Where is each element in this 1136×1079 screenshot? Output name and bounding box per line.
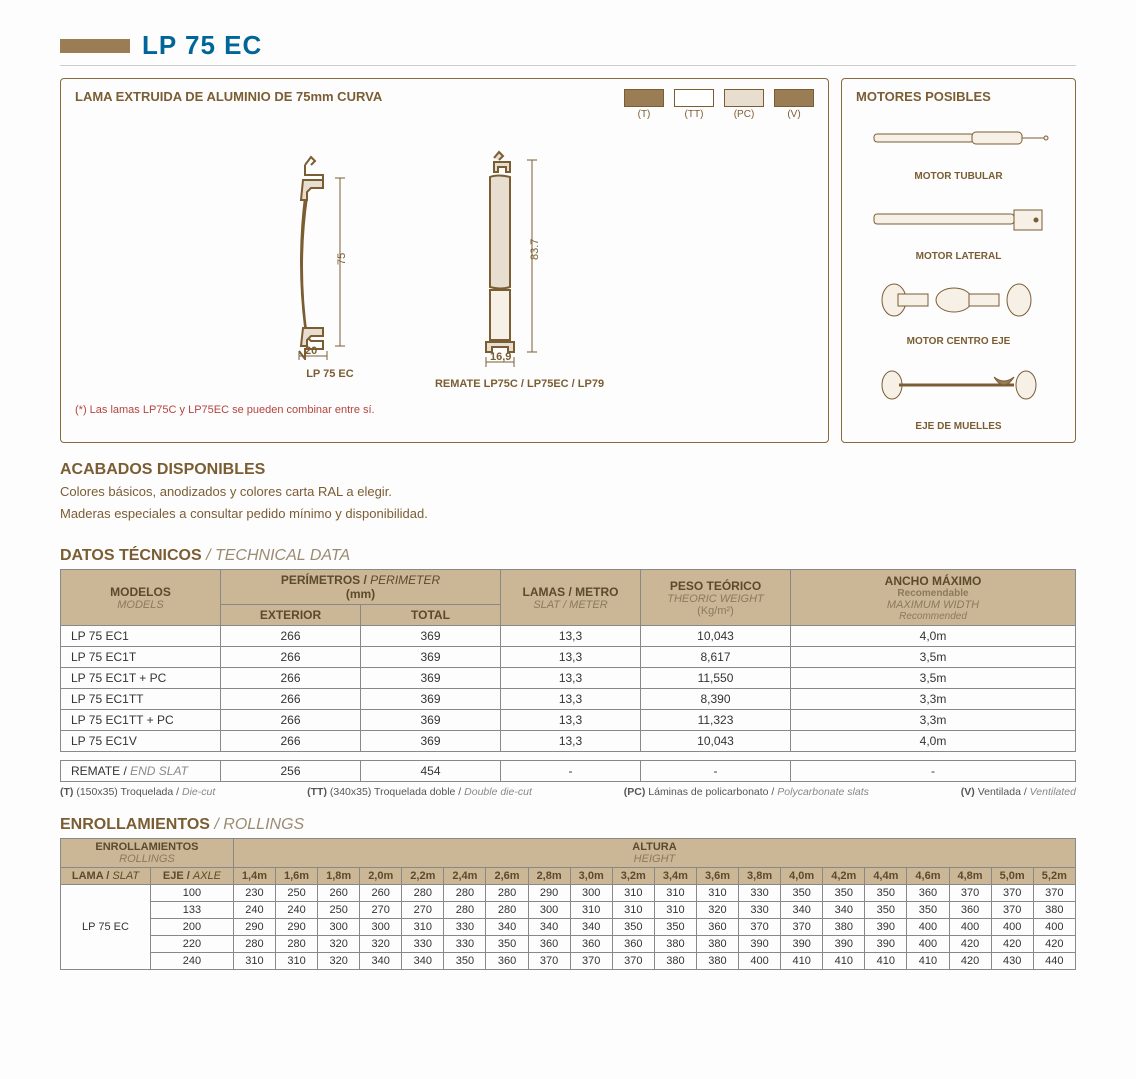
th-height: 2,6m [486,868,528,885]
table-row: LP 75 EC126636913,310,0434,0m [61,626,1076,647]
roll-lama-cell: LP 75 EC [61,885,151,970]
acabados-heading: ACABADOS DISPONIBLES [60,461,1076,479]
th-height: 4,6m [907,868,949,885]
th-height: 1,4m [233,868,275,885]
th-height: 4,8m [949,868,991,885]
legend-item: (TT) (340x35) Troquelada doble / Double … [307,786,532,798]
motor-lateral: MOTOR LATERAL [856,192,1061,262]
drawing-remate: 83.7 16,9 REMATE LP75C / LP75EC / LP79 [435,150,604,390]
lama-panel: LAMA EXTRUIDA DE ALUMINIO DE 75mm CURVA … [60,78,829,443]
table-row: LP 75 EC1V26636913,310,0434,0m [61,731,1076,752]
drawing-lp75ec: 75 20 LP 75 EC [285,150,375,390]
table-row: 1332402402502702702802803003103103103203… [61,902,1076,919]
th-height: 2,8m [528,868,570,885]
header-accent-bar [60,39,130,53]
datos-heading: DATOS TÉCNICOS / TECHNICAL DATA [60,547,1076,565]
th-height: 3,8m [739,868,781,885]
rollings-table: ENROLLAMIENTOSROLLINGS ALTURAHEIGHT LAMA… [60,838,1076,970]
drawing2-label: REMATE LP75C / LP75EC / LP79 [435,378,604,390]
swatch-legend: (T) (TT) (PC) (V) [624,89,814,120]
th-height: 1,6m [276,868,318,885]
table-row: LP 75 EC1TT26636913,38,3903,3m [61,689,1076,710]
th-height: 3,0m [570,868,612,885]
th-height: 4,2m [823,868,865,885]
page-title: LP 75 EC [142,30,262,61]
th-height: 3,4m [654,868,696,885]
motor-list: MOTOR TUBULAR MOTOR LATERAL MOTOR CENTRO… [856,112,1061,432]
th-ancho: ANCHO MÁXIMORecomendableMAXIMUM WIDTHRec… [791,570,1076,626]
th-enroll: ENROLLAMIENTOSROLLINGS [61,839,234,868]
remate-table: REMATE / END SLAT 256 454 - - - [60,760,1076,782]
th-peso: PESO TEÓRICOTHEORIC WEIGHT(Kg/m²) [641,570,791,626]
profile-drawings: 75 20 LP 75 EC 83. [75,150,814,390]
lama-footnote: (*) Las lamas LP75C y LP75EC se pueden c… [75,404,814,416]
page-header: LP 75 EC [60,30,1076,66]
acabados-line2: Maderas especiales a consultar pedido mí… [60,505,1076,523]
table-row: 2202802803203203303303503603603603803803… [61,936,1076,953]
motor-panel: MOTORES POSIBLES MOTOR TUBULAR MOTOR LAT… [841,78,1076,443]
legend-item: (T) (150x35) Troquelada / Die-cut [60,786,215,798]
th-lama: LAMA / SLAT [61,868,151,885]
svg-text:83.7: 83.7 [529,239,541,260]
th-exterior: EXTERIOR [221,605,361,626]
th-total: TOTAL [361,605,501,626]
swatch-tt: (TT) [674,89,714,120]
th-altura: ALTURAHEIGHT [233,839,1075,868]
eje-muelles: EJE DE MUELLES [856,357,1061,432]
rollings-heading: ENROLLAMIENTOS / ROLLINGS [60,816,1076,834]
table-row: LP 75 EC1T26636913,38,6173,5m [61,647,1076,668]
table-row: LP 75 EC1T + PC26636913,311,5503,5m [61,668,1076,689]
legend-item: (PC) Láminas de policarbonato / Polycarb… [624,786,869,798]
swatch-v: (V) [774,89,814,120]
datos-table: MODELOSMODELS PERÍMETROS / PERIMETER(mm)… [60,569,1076,752]
datos-legend: (T) (150x35) Troquelada / Die-cut (TT) (3… [60,786,1076,798]
th-modelos: MODELOSMODELS [61,570,221,626]
motor-centro-eje: MOTOR CENTRO EJE [856,272,1061,347]
th-perimetros: PERÍMETROS / PERIMETER(mm) [221,570,501,605]
motor-panel-title: MOTORES POSIBLES [856,89,1061,104]
legend-item: (V) Ventilada / Ventilated [961,786,1076,798]
remate-row: REMATE / END SLAT 256 454 - - - [61,761,1076,782]
table-row: 2002902903003003103303403403403503503603… [61,919,1076,936]
th-height: 1,8m [318,868,360,885]
th-height: 2,2m [402,868,444,885]
svg-text:16,9: 16,9 [490,351,511,363]
th-lamas: LAMAS / METROSLAT / METER [501,570,641,626]
dim-h: 75 [336,253,348,265]
swatch-t: (T) [624,89,664,120]
th-height: 3,2m [612,868,654,885]
th-height: 5,0m [991,868,1033,885]
lama-panel-title: LAMA EXTRUIDA DE ALUMINIO DE 75mm CURVA [75,89,382,104]
motor-tubular: MOTOR TUBULAR [856,112,1061,182]
table-row: 2403103103203403403503603703703703803804… [61,953,1076,970]
th-height: 2,4m [444,868,486,885]
th-height: 4,0m [781,868,823,885]
table-row: LP 75 EC10023025026026028028028029030031… [61,885,1076,902]
svg-text:20: 20 [305,345,317,357]
th-height: 2,0m [360,868,402,885]
acabados-line1: Colores básicos, anodizados y colores ca… [60,483,1076,501]
top-panels: LAMA EXTRUIDA DE ALUMINIO DE 75mm CURVA … [60,78,1076,443]
th-height: 4,4m [865,868,907,885]
th-eje: EJE / AXLE [151,868,234,885]
table-row: LP 75 EC1TT + PC26636913,311,3233,3m [61,710,1076,731]
swatch-pc: (PC) [724,89,764,120]
th-height: 3,6m [696,868,738,885]
drawing1-label: LP 75 EC [285,368,375,380]
th-height: 5,2m [1033,868,1075,885]
